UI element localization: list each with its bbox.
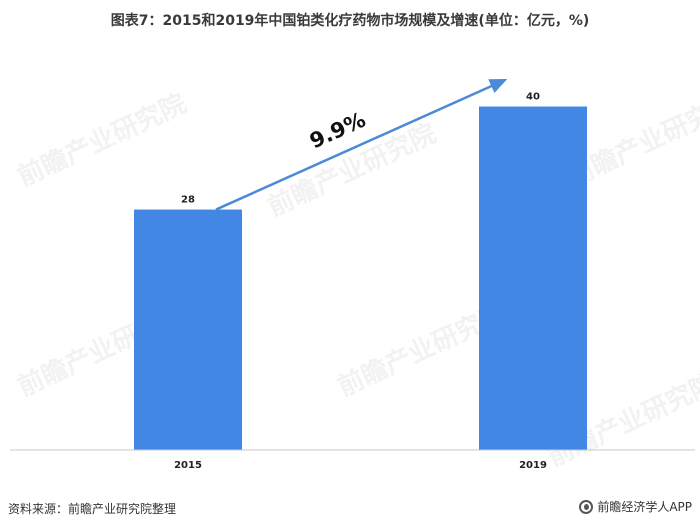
source-note: 资料来源：前瞻产业研究院整理 [8, 502, 177, 516]
data-label-2015: 28 [181, 195, 195, 206]
bar-2015 [134, 209, 242, 450]
chart-title: 图表7：2015和2019年中国铂类化疗药物市场规模及增速(单位：亿元，%) [110, 13, 590, 29]
bar-2019 [479, 106, 587, 451]
data-label-2019: 40 [526, 92, 540, 103]
x-tick-2015: 2015 [174, 460, 202, 471]
brand-footer: 前瞻经济学人APP [579, 498, 692, 515]
growth-arrow [215, 78, 508, 211]
brand-logo-icon [579, 499, 594, 514]
x-tick-2019: 2019 [519, 460, 547, 471]
brand-name: 前瞻经济学人APP [597, 500, 692, 514]
